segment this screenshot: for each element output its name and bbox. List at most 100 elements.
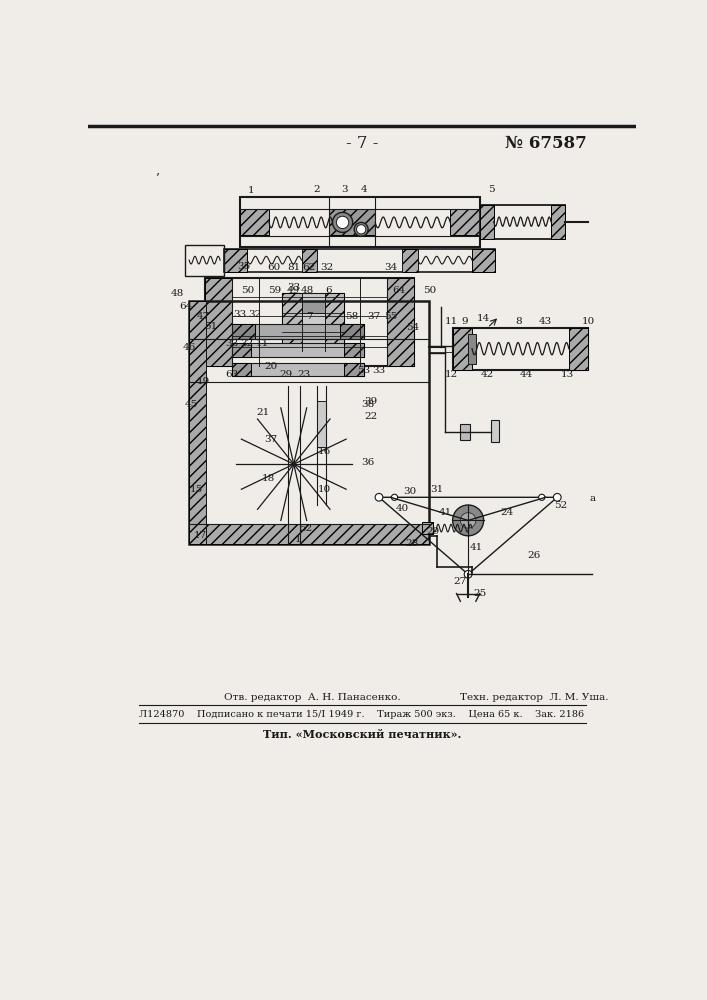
Text: 16: 16 [318,447,332,456]
Text: 48: 48 [300,286,313,295]
Circle shape [337,216,349,229]
Circle shape [332,212,353,232]
Circle shape [464,570,472,578]
Text: 3: 3 [341,185,347,194]
Bar [232,324,363,339]
Bar [232,363,251,376]
Text: 26: 26 [527,551,541,560]
Bar [282,293,344,351]
Bar [387,278,414,366]
Text: 6: 6 [325,286,332,295]
Text: 31: 31 [431,485,444,494]
Text: ’: ’ [156,171,160,184]
Text: 63: 63 [225,370,238,379]
Text: 64: 64 [392,286,405,295]
Text: 21: 21 [256,408,269,417]
Text: 45: 45 [185,400,198,409]
Text: 36: 36 [361,458,374,467]
Text: 23: 23 [297,370,310,379]
Bar [551,205,565,239]
Bar [402,249,418,272]
Bar [282,293,301,351]
Bar [301,328,325,339]
Text: 28: 28 [406,539,419,548]
Text: 43: 43 [539,317,552,326]
Text: 58: 58 [345,312,358,321]
Bar [340,324,363,339]
Text: 44: 44 [520,370,533,379]
Text: 49: 49 [287,286,300,295]
Bar [317,401,327,447]
Text: 10: 10 [582,317,595,326]
Text: 33: 33 [373,366,385,375]
Text: 50: 50 [240,286,254,295]
Text: 1: 1 [294,535,301,544]
Text: 5: 5 [488,185,495,194]
Text: 46: 46 [182,343,196,352]
Text: 15: 15 [190,485,204,494]
Bar [232,343,363,357]
Text: 30: 30 [404,487,416,496]
Text: 62: 62 [303,263,316,272]
Bar [232,324,255,339]
Circle shape [554,493,561,501]
Bar [185,245,224,276]
Text: 59: 59 [268,286,281,295]
Text: 7: 7 [306,312,312,321]
Bar [450,209,480,235]
Text: Отв. редактор  А. Н. Панасенко.: Отв. редактор А. Н. Панасенко. [224,693,401,702]
Text: 18: 18 [262,474,275,483]
Text: 22: 22 [365,412,378,421]
Text: 17: 17 [194,531,207,540]
Text: 64: 64 [180,302,192,311]
Text: 42: 42 [481,370,494,379]
Text: 4: 4 [360,185,367,194]
Text: 51: 51 [204,322,218,331]
Text: 12: 12 [445,370,457,379]
Text: 33: 33 [287,283,300,292]
Circle shape [539,494,545,500]
Text: 41: 41 [438,508,452,517]
Text: Тип. «Московский печатник».: Тип. «Московский печатник». [263,729,461,740]
Text: 37: 37 [367,312,380,321]
Text: a: a [589,494,595,503]
Text: 19: 19 [197,377,210,386]
Text: 24: 24 [501,508,513,517]
Circle shape [375,493,383,501]
Bar [452,328,588,370]
Bar [301,249,317,272]
Bar [452,328,472,370]
Bar [240,209,269,235]
Text: 32: 32 [320,263,334,272]
Bar [480,205,565,239]
Text: 55: 55 [384,312,397,321]
Text: 9: 9 [461,317,467,326]
Bar [325,293,344,351]
Text: 38: 38 [361,400,374,409]
Text: 52: 52 [299,524,312,533]
Bar [329,209,375,235]
Text: 13: 13 [561,370,574,379]
Text: 32: 32 [248,310,262,319]
Text: 29: 29 [279,370,293,379]
Text: 32: 32 [240,339,254,348]
Text: 37: 37 [264,435,277,444]
Text: 52: 52 [554,500,568,510]
Bar [204,278,414,366]
Text: Техн. редактор  Л. М. Уша.: Техн. редактор Л. М. Уша. [460,693,609,702]
Text: Л124870    Подписано к печати 15/І 1949 г.    Тираж 500 экз.    Цена 65 к.    За: Л124870 Подписано к печати 15/І 1949 г. … [139,710,585,719]
Text: 54: 54 [406,323,419,332]
Circle shape [392,494,397,500]
Text: 34: 34 [384,263,397,272]
Text: 40: 40 [396,504,409,513]
Text: 14: 14 [477,314,490,323]
Text: 8: 8 [515,317,522,326]
Text: № 67587: № 67587 [505,135,587,152]
Text: 33: 33 [225,339,238,348]
Text: 60: 60 [268,263,281,272]
Circle shape [354,222,368,236]
Circle shape [452,505,484,536]
Bar [344,343,363,357]
Text: 1: 1 [248,186,255,195]
Text: 39: 39 [365,397,378,406]
